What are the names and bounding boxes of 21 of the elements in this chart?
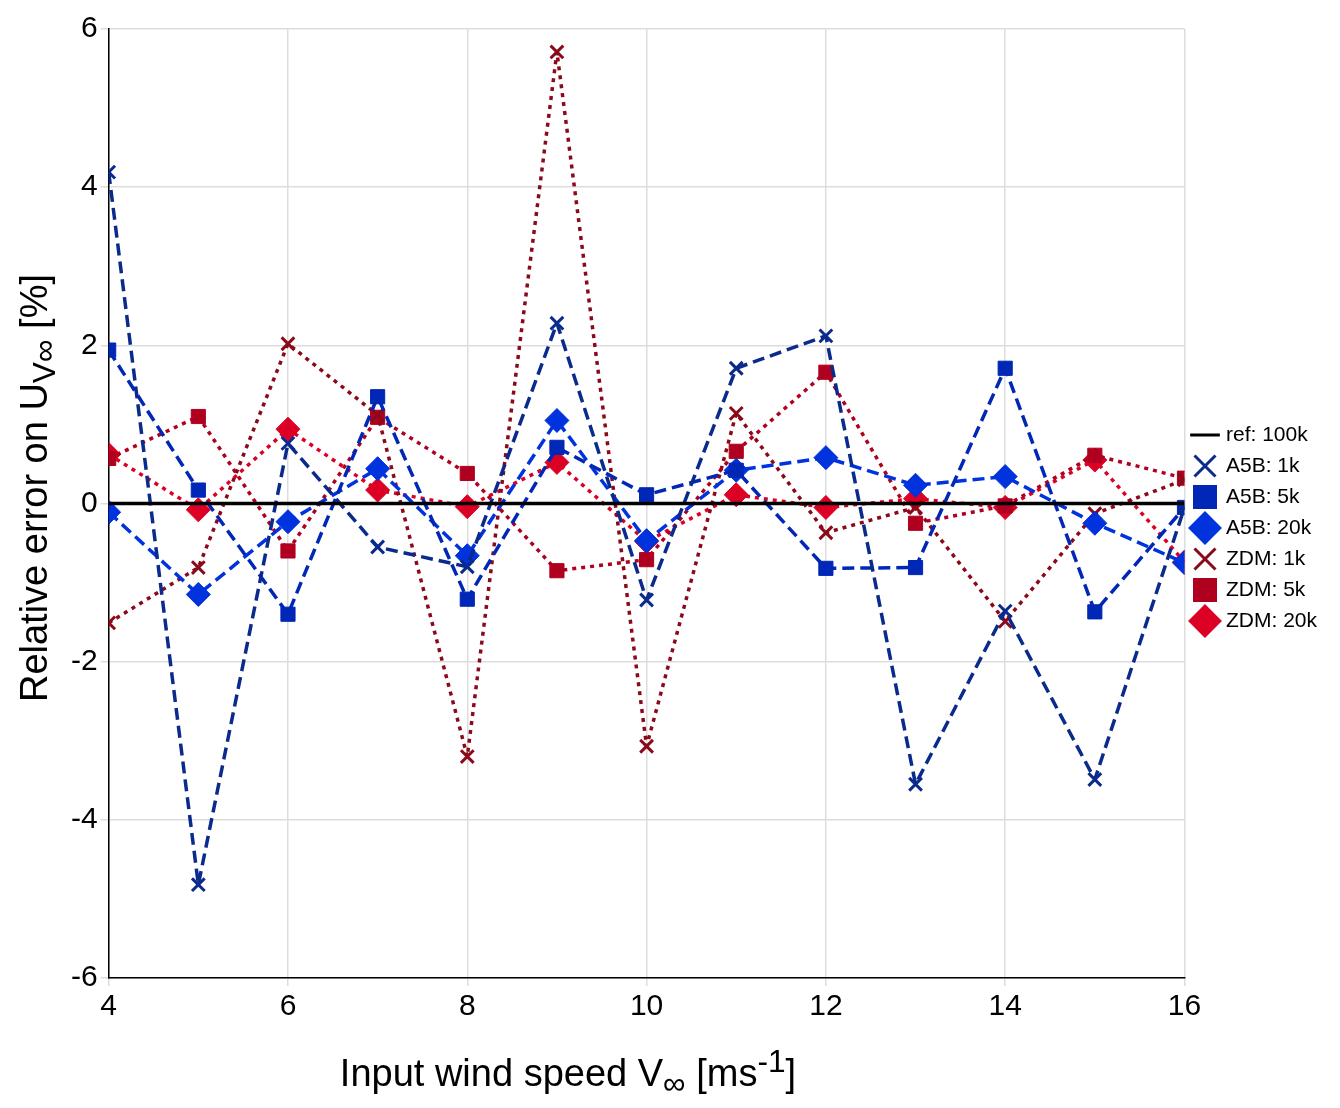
y-tick-label: -4 <box>70 801 98 835</box>
y-tick-label: 4 <box>80 168 98 202</box>
x-tick-label: 6 <box>279 988 297 1022</box>
legend-label: A5B: 5k <box>1225 483 1301 507</box>
y-tick-label: 0 <box>80 484 98 518</box>
legend-label: ZDM: 1k <box>1225 545 1306 569</box>
y-tick-label: -2 <box>70 642 98 676</box>
y-tick-label: 6 <box>80 10 98 44</box>
x-tick-label: 8 <box>458 988 476 1022</box>
x-axis-title: Input wind speed V$_{∞}$ [ms$^{-1}$] <box>338 1043 798 1103</box>
x-tick-label: 10 <box>629 988 664 1022</box>
x-tick-label: 16 <box>1167 988 1202 1022</box>
y-tick-label: 2 <box>80 326 98 360</box>
legend-label: ZDM: 5k <box>1225 576 1306 600</box>
legend-label: ZDM: 20k <box>1225 607 1318 631</box>
y-tick-label: -6 <box>70 959 98 993</box>
legend-label: ref: 100k <box>1225 421 1309 445</box>
x-tick-label: 14 <box>988 988 1022 1022</box>
legend-label: A5B: 20k <box>1225 514 1312 538</box>
x-tick-label: 12 <box>809 988 843 1022</box>
legend-label: A5B: 1k <box>1225 452 1301 476</box>
